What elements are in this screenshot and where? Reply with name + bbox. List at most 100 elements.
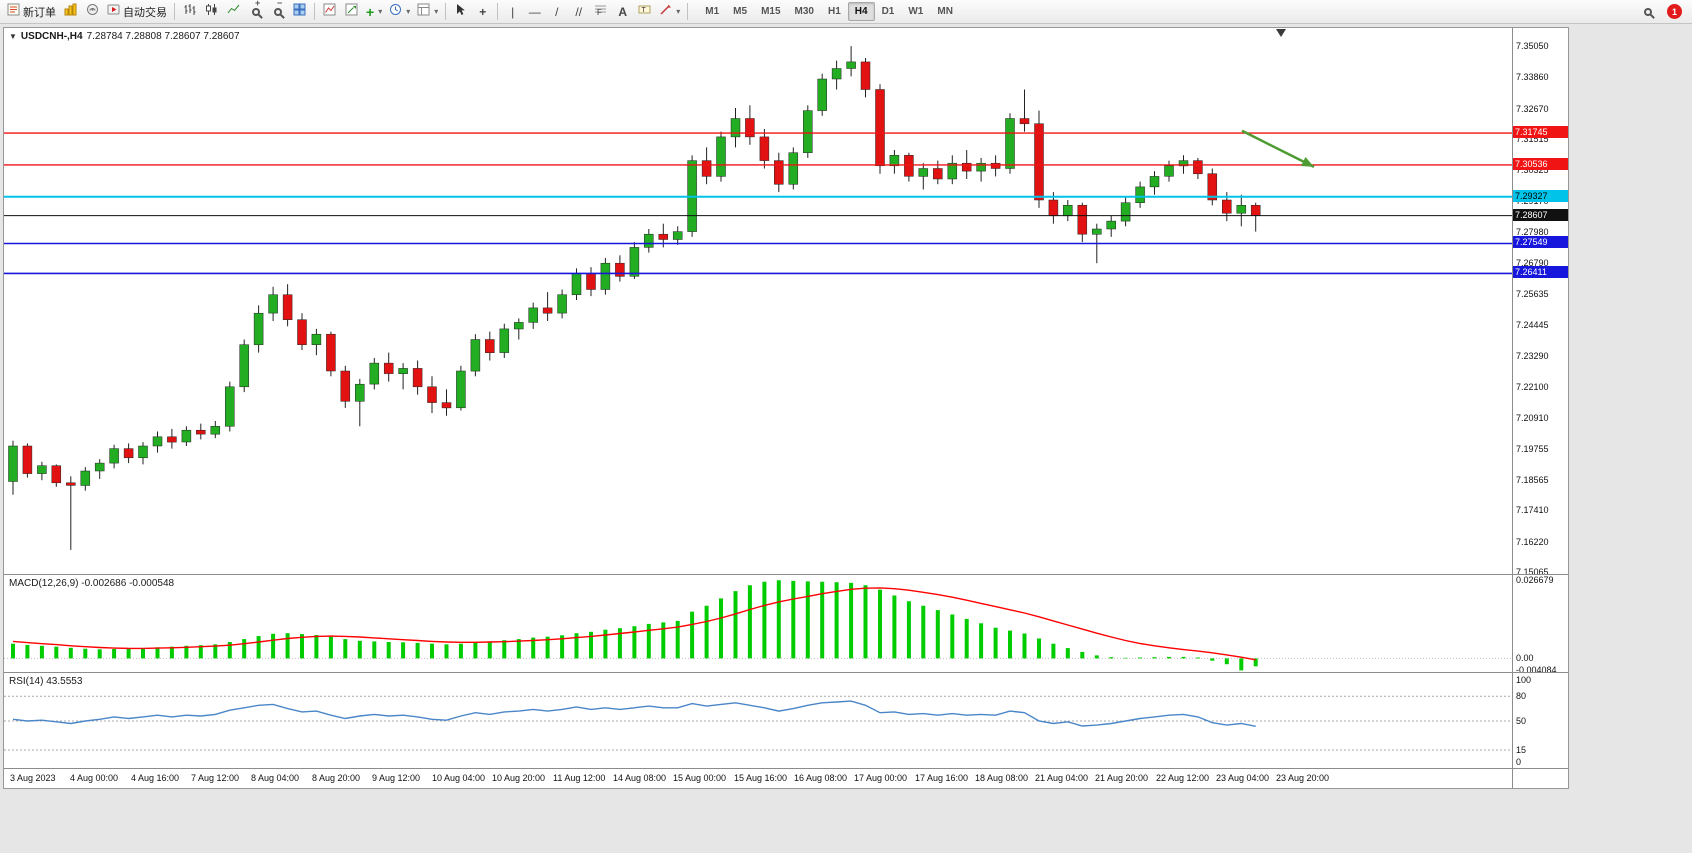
label-button[interactable]: T: [634, 2, 655, 22]
timeframe-m30[interactable]: M30: [794, 6, 814, 17]
channel-button[interactable]: //: [568, 2, 589, 22]
timeframe-d1[interactable]: D1: [881, 6, 895, 17]
price-axis-label: 7.32670: [1516, 104, 1549, 114]
macd-axis-label: 0.026679: [1516, 575, 1554, 585]
macd-chart-canvas[interactable]: [4, 575, 1512, 672]
timeframe-m1[interactable]: M1: [705, 6, 720, 17]
fibonacci-icon: F: [594, 3, 607, 21]
crosshair-button[interactable]: +: [472, 2, 493, 22]
time-axis-label: 9 Aug 12:00: [372, 773, 421, 783]
time-axis-label: 10 Aug 04:00: [432, 773, 486, 783]
add-indicator-button[interactable]: + ▾: [363, 2, 385, 22]
headset-icon: [86, 3, 99, 21]
toolbar-separator: [174, 3, 175, 20]
chart-window: ▼ USDCNH-,H4 7.28784 7.28808 7.28607 7.2…: [3, 27, 1569, 789]
auto-trading-button[interactable]: 自动交易: [104, 2, 170, 22]
timeframe-m5[interactable]: M5: [733, 6, 748, 17]
vertical-line-icon: |: [511, 4, 515, 19]
chevron-down-icon: ▾: [406, 7, 411, 16]
time-axis[interactable]: 3 Aug 2023 4 Aug 00:00 4 Aug 16:00 7 Aug 12…: [4, 768, 1512, 788]
data-window-button[interactable]: [341, 2, 362, 22]
clock-icon: [389, 3, 402, 21]
charts-button[interactable]: [60, 2, 81, 22]
time-axis-label: 11 Aug 12:00: [553, 773, 606, 783]
time-axis-label: 23 Aug 20:00: [1276, 773, 1330, 783]
timeframe-mn[interactable]: MN: [937, 6, 953, 17]
symbol-dropdown-icon[interactable]: ▼: [9, 32, 17, 41]
time-axis-label: 4 Aug 16:00: [131, 773, 180, 783]
zoom-out-button[interactable]: −: [267, 0, 288, 22]
macd-panel: MACD(12,26,9) -0.002686 -0.000548: [4, 574, 1512, 672]
new-order-label: 新订单: [23, 6, 56, 19]
price-axis-label: 7.24445: [1516, 320, 1549, 330]
fibonacci-button[interactable]: F: [590, 2, 611, 22]
price-axis-label: 7.25635: [1516, 289, 1549, 299]
trendline-button[interactable]: /: [546, 2, 567, 22]
candlestick-type-button[interactable]: [201, 2, 222, 22]
price-axis-label: 7.26790: [1516, 258, 1549, 268]
chevron-down-icon: ▾: [378, 7, 383, 16]
svg-text:F: F: [597, 8, 602, 16]
toolbar-separator: [687, 3, 689, 20]
price-axis[interactable]: 7.350507.338607.326707.315157.303257.291…: [1512, 28, 1568, 574]
crosshair-icon: +: [479, 4, 487, 19]
search-button[interactable]: [1637, 2, 1658, 22]
ohlc-values: 7.28784 7.28808 7.28607 7.28607: [86, 31, 240, 42]
time-axis-label: 15 Aug 00:00: [673, 773, 727, 783]
price-axis-label: 7.15065: [1516, 567, 1549, 574]
time-axis-label: 21 Aug 04:00: [1035, 773, 1089, 783]
time-axis-label: 22 Aug 12:00: [1156, 773, 1210, 783]
toolbar-separator: [314, 3, 315, 20]
svg-text:T: T: [642, 7, 647, 14]
symbol-label: USDCNH-,H4: [20, 31, 83, 42]
price-axis-label: 7.17410: [1516, 505, 1549, 515]
macd-axis[interactable]: 0.026679 0.00 -0.004084: [1512, 574, 1568, 672]
indicator-window-button[interactable]: [319, 2, 340, 22]
time-axis-label: 23 Aug 04:00: [1216, 773, 1270, 783]
bar-chart-type-button[interactable]: [179, 2, 200, 22]
new-order-button[interactable]: 新订单: [4, 2, 59, 22]
rsi-axis[interactable]: 100 80 50 15 0: [1512, 672, 1568, 768]
price-axis-label: 7.22100: [1516, 382, 1549, 392]
label-tool-icon: T: [638, 3, 651, 21]
time-axis-label: 3 Aug 2023: [10, 773, 56, 783]
rsi-chart-canvas[interactable]: [4, 673, 1512, 768]
line-chart-type-button[interactable]: [223, 2, 244, 22]
ohlc-bars-icon: [183, 3, 196, 21]
toolbar-separator: [445, 3, 447, 20]
horizontal-line-button[interactable]: —: [524, 2, 545, 22]
price-axis-label: 7.18565: [1516, 475, 1549, 485]
notification-badge[interactable]: 1: [1667, 4, 1682, 19]
chevron-down-icon: ▾: [434, 7, 439, 16]
macd-label: MACD(12,26,9) -0.002686 -0.000548: [9, 578, 175, 589]
timeframe-w1[interactable]: W1: [908, 6, 924, 17]
price-axis-label: 7.23290: [1516, 351, 1549, 361]
price-axis-label: 7.16220: [1516, 537, 1549, 547]
timeframe-h1[interactable]: H1: [827, 6, 841, 17]
time-axis-label: 10 Aug 20:00: [492, 773, 546, 783]
cursor-arrow-icon: [454, 3, 467, 21]
text-tool-icon: A: [618, 4, 628, 19]
text-button[interactable]: A: [612, 2, 633, 22]
time-axis-label: 8 Aug 04:00: [251, 773, 300, 783]
template-button[interactable]: ▾: [414, 2, 441, 22]
zoom-in-button[interactable]: +: [245, 0, 266, 22]
rsi-panel: RSI(14) 43.5553: [4, 672, 1512, 768]
time-axis-label: 14 Aug 08:00: [613, 773, 667, 783]
timeframe-h4[interactable]: H4: [847, 2, 875, 21]
indicator-window-icon: [323, 3, 336, 21]
vertical-line-button[interactable]: |: [502, 2, 523, 22]
arrows-tool-icon: [659, 3, 672, 21]
period-selector-button[interactable]: ▾: [386, 2, 413, 22]
toolbar-separator: [497, 3, 499, 20]
support-button[interactable]: [82, 2, 103, 22]
tile-windows-button[interactable]: [289, 2, 310, 22]
chart-shift-marker[interactable]: [1276, 29, 1286, 37]
timeframe-m15[interactable]: M15: [761, 6, 781, 17]
cursor-button[interactable]: [450, 2, 471, 22]
candlestick-chart-canvas[interactable]: [4, 28, 1512, 574]
price-level-tag: 7.26411: [1513, 266, 1568, 278]
arrows-button[interactable]: ▾: [656, 2, 683, 22]
price-level-tag: 7.29327: [1513, 190, 1568, 202]
